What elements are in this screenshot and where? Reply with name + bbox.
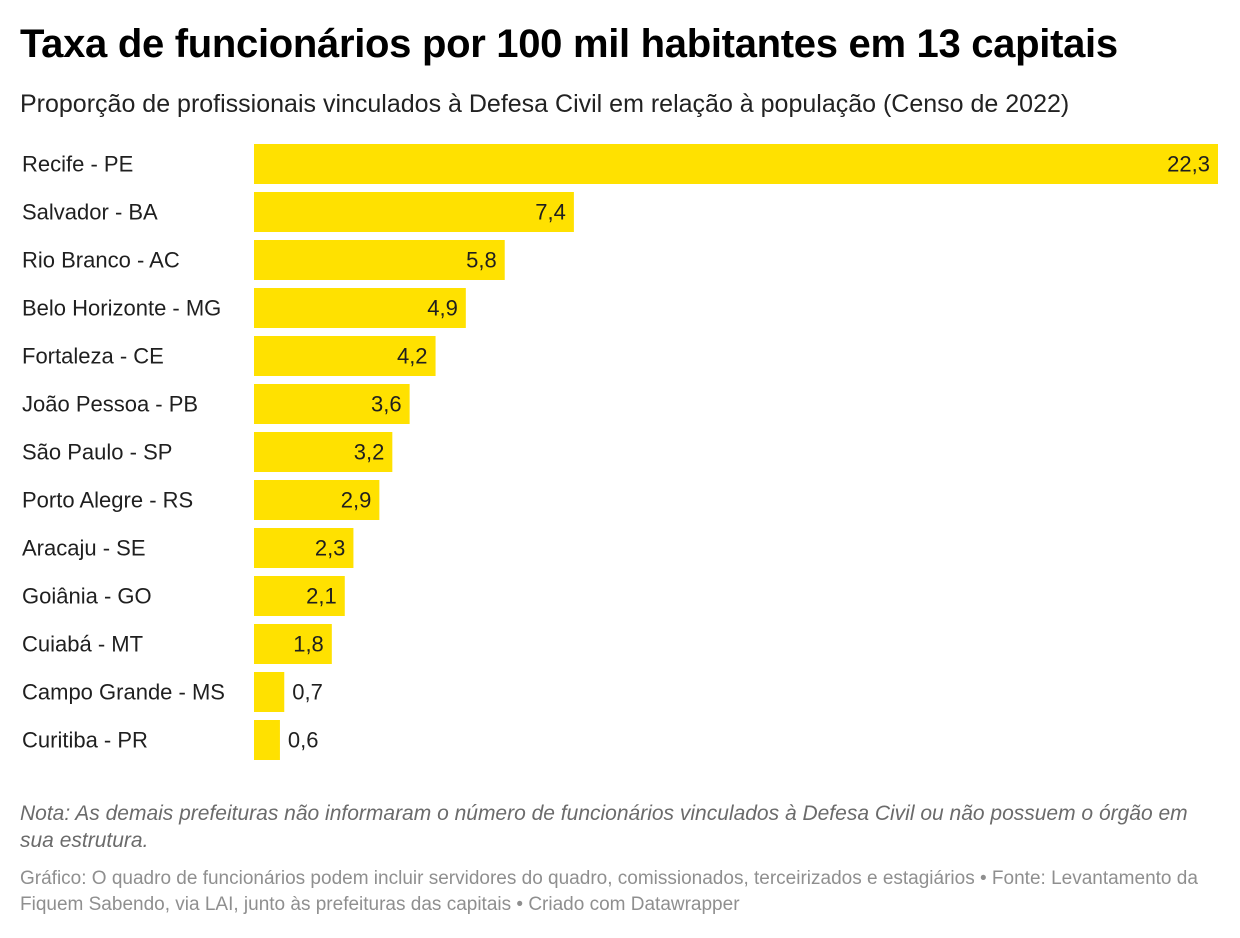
bar-row: Curitiba - PR 0,6 bbox=[22, 720, 319, 760]
chart-subtitle: Proporção de profissionais vinculados à … bbox=[20, 90, 1070, 118]
value-label: 0,6 bbox=[288, 728, 319, 753]
chart-source: Gráfico: O quadro de funcionários podem … bbox=[20, 868, 1198, 915]
bar bbox=[254, 192, 574, 232]
bar bbox=[254, 480, 380, 520]
bar-row: Fortaleza - CE 4,2 bbox=[22, 336, 436, 376]
category-label: Curitiba - PR bbox=[22, 728, 148, 753]
bar bbox=[254, 528, 354, 568]
category-label: Rio Branco - AC bbox=[22, 248, 180, 273]
bar bbox=[254, 576, 345, 616]
bar bbox=[254, 336, 436, 376]
value-label: 2,3 bbox=[315, 536, 346, 561]
category-label: Cuiabá - MT bbox=[22, 632, 143, 657]
bar bbox=[254, 624, 332, 664]
value-label: 1,8 bbox=[293, 632, 324, 657]
category-label: Goiânia - GO bbox=[22, 584, 152, 609]
bar-row: Rio Branco - AC 5,8 bbox=[22, 240, 505, 280]
bar-row: Salvador - BA 7,4 bbox=[22, 192, 574, 232]
category-label: São Paulo - SP bbox=[22, 440, 172, 465]
bar bbox=[254, 288, 466, 328]
bar-row: São Paulo - SP 3,2 bbox=[22, 432, 393, 472]
value-label: 4,9 bbox=[427, 296, 458, 321]
value-label: 0,7 bbox=[292, 680, 323, 705]
value-label: 2,9 bbox=[341, 488, 372, 513]
bar-row: Belo Horizonte - MG 4,9 bbox=[22, 288, 466, 328]
value-label: 7,4 bbox=[535, 200, 566, 225]
bar-row: Campo Grande - MS 0,7 bbox=[22, 672, 323, 712]
bar-row: Recife - PE 22,3 bbox=[22, 144, 1218, 184]
bar-chart: Recife - PE 22,3 Salvador - BA 7,4 Rio Branc… bbox=[22, 144, 1218, 760]
category-label: Recife - PE bbox=[22, 152, 133, 177]
bar bbox=[254, 144, 1218, 184]
bar-row: Goiânia - GO 2,1 bbox=[22, 576, 345, 616]
category-label: João Pessoa - PB bbox=[22, 392, 198, 417]
value-label: 22,3 bbox=[1167, 152, 1210, 177]
bar bbox=[254, 672, 285, 712]
bar-row: Cuiabá - MT 1,8 bbox=[22, 624, 332, 664]
category-label: Aracaju - SE bbox=[22, 536, 146, 561]
bar bbox=[254, 384, 410, 424]
bar-row: Aracaju - SE 2,3 bbox=[22, 528, 354, 568]
bar bbox=[254, 240, 505, 280]
value-label: 3,6 bbox=[371, 392, 402, 417]
value-label: 4,2 bbox=[397, 344, 428, 369]
bar-row: João Pessoa - PB 3,6 bbox=[22, 384, 410, 424]
value-label: 2,1 bbox=[306, 584, 337, 609]
value-label: 3,2 bbox=[354, 440, 385, 465]
chart-note: Nota: As demais prefeituras não informar… bbox=[20, 802, 1188, 852]
category-label: Belo Horizonte - MG bbox=[22, 296, 221, 321]
value-label: 5,8 bbox=[466, 248, 497, 273]
category-label: Salvador - BA bbox=[22, 200, 158, 225]
bar-row: Porto Alegre - RS 2,9 bbox=[22, 480, 380, 520]
category-label: Fortaleza - CE bbox=[22, 344, 164, 369]
category-label: Porto Alegre - RS bbox=[22, 488, 193, 513]
category-label: Campo Grande - MS bbox=[22, 680, 225, 705]
bar bbox=[254, 432, 393, 472]
chart-title: Taxa de funcionários por 100 mil habitan… bbox=[20, 22, 1118, 66]
bar bbox=[254, 720, 280, 760]
